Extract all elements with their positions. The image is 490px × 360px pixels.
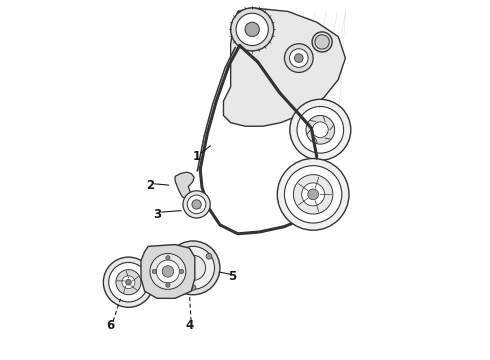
Text: 5: 5 xyxy=(228,270,237,283)
Circle shape xyxy=(172,246,215,289)
Circle shape xyxy=(166,283,170,287)
Circle shape xyxy=(166,241,220,295)
Circle shape xyxy=(152,269,156,274)
Circle shape xyxy=(277,158,349,230)
Circle shape xyxy=(125,279,131,285)
Text: 6: 6 xyxy=(106,319,115,332)
Circle shape xyxy=(302,183,324,206)
Circle shape xyxy=(150,253,186,289)
Circle shape xyxy=(162,266,173,277)
Circle shape xyxy=(206,253,212,259)
Circle shape xyxy=(308,189,319,200)
Circle shape xyxy=(180,255,205,280)
Circle shape xyxy=(109,262,148,302)
Circle shape xyxy=(172,256,178,262)
Circle shape xyxy=(312,32,332,52)
Circle shape xyxy=(290,49,308,67)
Polygon shape xyxy=(223,8,345,126)
Circle shape xyxy=(187,195,206,214)
Circle shape xyxy=(285,166,342,223)
Polygon shape xyxy=(141,244,195,298)
Circle shape xyxy=(294,175,333,214)
Circle shape xyxy=(103,257,153,307)
Circle shape xyxy=(313,122,328,138)
Text: 2: 2 xyxy=(146,179,154,192)
Circle shape xyxy=(297,107,343,153)
Circle shape xyxy=(236,13,269,45)
Circle shape xyxy=(290,99,351,160)
Circle shape xyxy=(122,276,135,289)
Circle shape xyxy=(156,260,179,283)
Circle shape xyxy=(285,44,313,72)
Circle shape xyxy=(192,200,201,209)
Circle shape xyxy=(166,256,170,260)
Text: 1: 1 xyxy=(193,150,200,163)
Circle shape xyxy=(294,54,303,62)
Polygon shape xyxy=(175,172,194,198)
Circle shape xyxy=(306,116,335,144)
Circle shape xyxy=(315,35,329,49)
Circle shape xyxy=(179,269,184,274)
Circle shape xyxy=(245,22,259,37)
Circle shape xyxy=(231,8,274,51)
Text: 4: 4 xyxy=(185,319,194,332)
Circle shape xyxy=(190,285,196,291)
Text: 3: 3 xyxy=(153,208,161,221)
Circle shape xyxy=(116,270,141,295)
Circle shape xyxy=(183,191,210,218)
